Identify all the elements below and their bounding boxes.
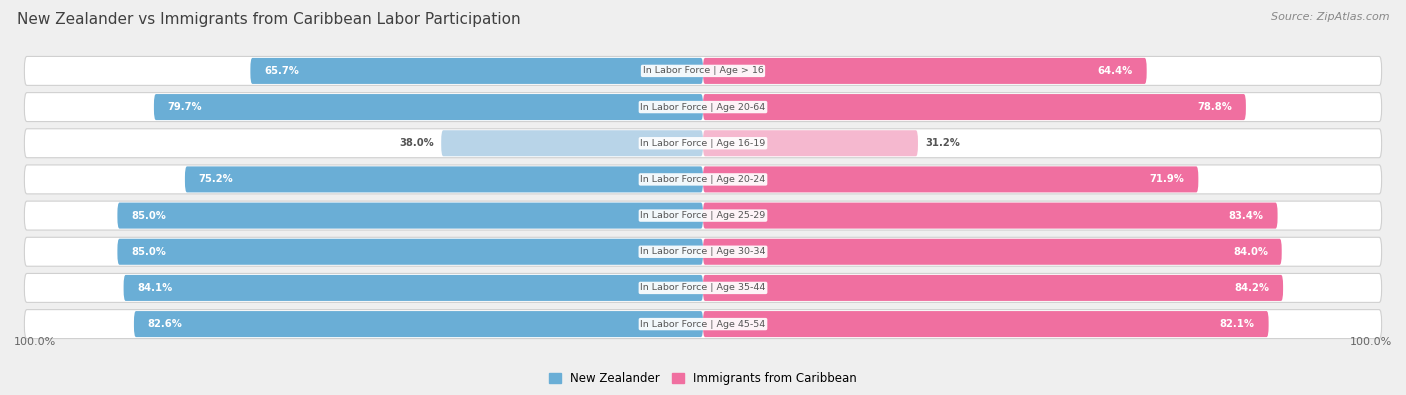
FancyBboxPatch shape	[118, 203, 703, 229]
FancyBboxPatch shape	[24, 56, 1382, 85]
FancyBboxPatch shape	[703, 166, 1198, 192]
Text: In Labor Force | Age 16-19: In Labor Force | Age 16-19	[640, 139, 766, 148]
FancyBboxPatch shape	[24, 129, 1382, 158]
Text: 100.0%: 100.0%	[14, 337, 56, 346]
Text: 65.7%: 65.7%	[264, 66, 299, 76]
FancyBboxPatch shape	[24, 310, 1382, 339]
FancyBboxPatch shape	[24, 165, 1382, 194]
Text: 82.1%: 82.1%	[1220, 319, 1254, 329]
FancyBboxPatch shape	[153, 94, 703, 120]
Legend: New Zealander, Immigrants from Caribbean: New Zealander, Immigrants from Caribbean	[544, 367, 862, 389]
Text: 84.0%: 84.0%	[1233, 247, 1268, 257]
Text: 100.0%: 100.0%	[1350, 337, 1392, 346]
FancyBboxPatch shape	[703, 130, 918, 156]
FancyBboxPatch shape	[186, 166, 703, 192]
FancyBboxPatch shape	[441, 130, 703, 156]
FancyBboxPatch shape	[703, 239, 1282, 265]
Text: In Labor Force | Age 20-24: In Labor Force | Age 20-24	[640, 175, 766, 184]
Text: 84.1%: 84.1%	[138, 283, 173, 293]
FancyBboxPatch shape	[118, 239, 703, 265]
Text: In Labor Force | Age > 16: In Labor Force | Age > 16	[643, 66, 763, 75]
Text: 71.9%: 71.9%	[1150, 175, 1185, 184]
Text: In Labor Force | Age 35-44: In Labor Force | Age 35-44	[640, 284, 766, 292]
Text: Source: ZipAtlas.com: Source: ZipAtlas.com	[1271, 12, 1389, 22]
FancyBboxPatch shape	[124, 275, 703, 301]
FancyBboxPatch shape	[703, 58, 1147, 84]
FancyBboxPatch shape	[703, 94, 1246, 120]
Text: In Labor Force | Age 45-54: In Labor Force | Age 45-54	[640, 320, 766, 329]
Text: 64.4%: 64.4%	[1098, 66, 1133, 76]
Text: 85.0%: 85.0%	[131, 247, 166, 257]
Text: 31.2%: 31.2%	[925, 138, 960, 148]
FancyBboxPatch shape	[250, 58, 703, 84]
Text: 78.8%: 78.8%	[1198, 102, 1232, 112]
Text: 84.2%: 84.2%	[1234, 283, 1270, 293]
FancyBboxPatch shape	[24, 237, 1382, 266]
Text: 79.7%: 79.7%	[167, 102, 202, 112]
Text: 85.0%: 85.0%	[131, 211, 166, 220]
Text: 38.0%: 38.0%	[399, 138, 434, 148]
FancyBboxPatch shape	[24, 201, 1382, 230]
Text: New Zealander vs Immigrants from Caribbean Labor Participation: New Zealander vs Immigrants from Caribbe…	[17, 12, 520, 27]
Text: 82.6%: 82.6%	[148, 319, 183, 329]
FancyBboxPatch shape	[703, 311, 1268, 337]
Text: In Labor Force | Age 20-64: In Labor Force | Age 20-64	[640, 103, 766, 111]
Text: In Labor Force | Age 25-29: In Labor Force | Age 25-29	[640, 211, 766, 220]
Text: In Labor Force | Age 30-34: In Labor Force | Age 30-34	[640, 247, 766, 256]
FancyBboxPatch shape	[24, 92, 1382, 122]
FancyBboxPatch shape	[134, 311, 703, 337]
FancyBboxPatch shape	[703, 275, 1284, 301]
FancyBboxPatch shape	[703, 203, 1278, 229]
FancyBboxPatch shape	[24, 273, 1382, 303]
Text: 83.4%: 83.4%	[1229, 211, 1264, 220]
Text: 75.2%: 75.2%	[198, 175, 233, 184]
